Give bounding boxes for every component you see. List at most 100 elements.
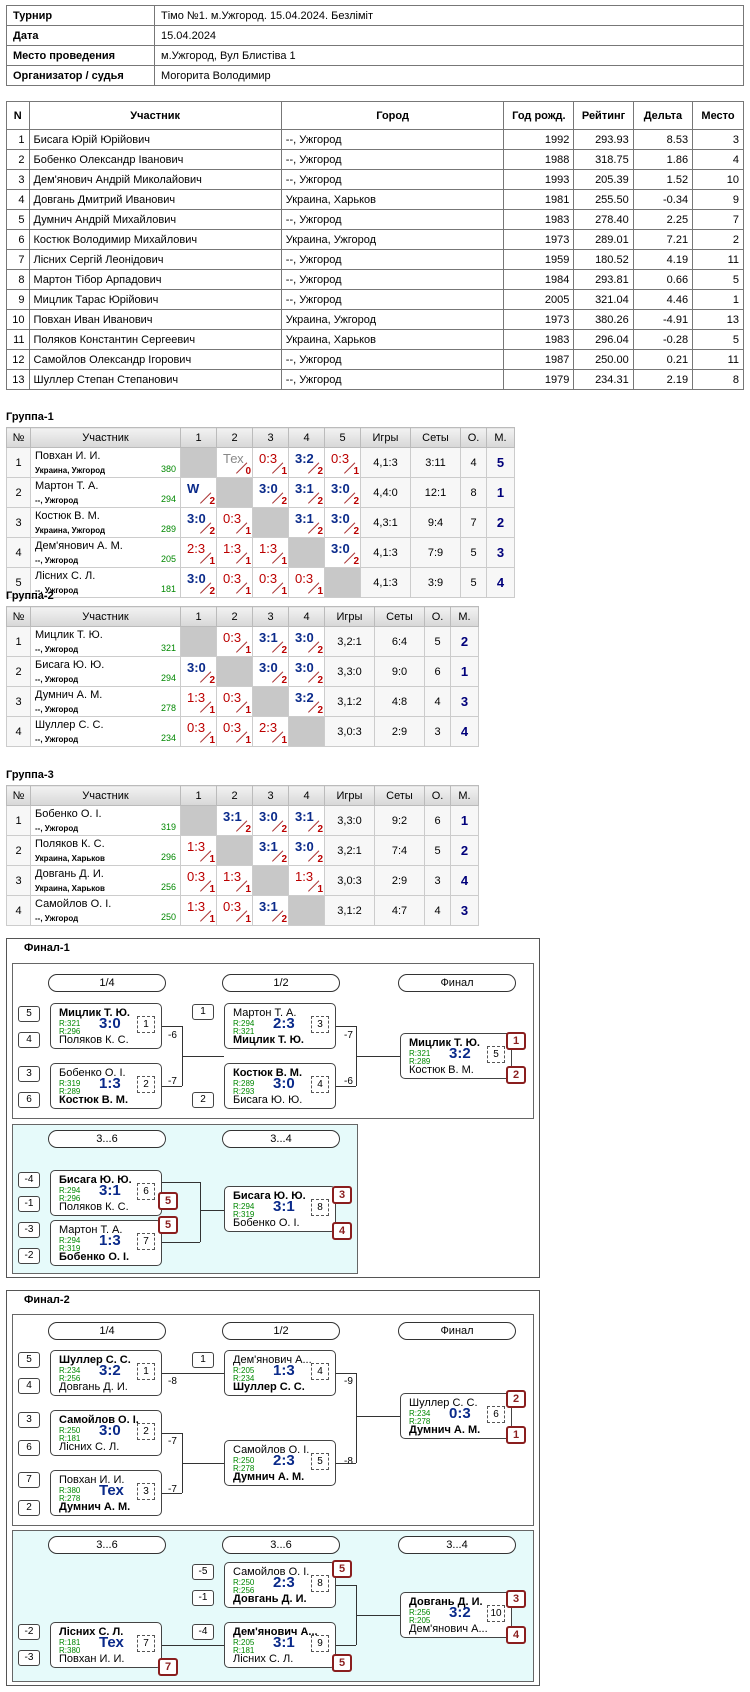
group-place: 2 [450, 626, 479, 657]
group-player-city: --, Ужгород [35, 645, 79, 654]
group-row-number: 2 [6, 835, 31, 866]
group-match-points: 2 [209, 675, 215, 686]
group-score-cell: 1:3 1 [252, 537, 289, 568]
match-rating-2: R:278 [233, 1464, 255, 1473]
group-header: 4 [288, 606, 325, 627]
group-match-points: 2 [317, 705, 323, 716]
group-points: 5 [424, 835, 451, 866]
group-sets: 3:9 [410, 567, 461, 598]
participant-cell: 1973 [503, 309, 575, 330]
group-games: 3,1:2 [324, 895, 375, 926]
group-points-slash: 1 [272, 553, 287, 567]
participant-cell: 8.53 [632, 129, 694, 150]
group-points-slash: 1 [200, 851, 215, 865]
group-player-rating: 296 [160, 852, 176, 862]
group-place: 4 [450, 865, 479, 896]
participant-cell: Украина, Ужгород [280, 229, 505, 250]
final-title: Финал-1 [24, 942, 70, 954]
group-score-cell: 3:0 2 [324, 507, 361, 538]
group-score-cell: 0:3 1 [216, 507, 253, 538]
participants-header: N [6, 101, 30, 130]
participants-header: Год рожд. [503, 101, 575, 130]
bracket-place: 5 [332, 1654, 352, 1672]
match-rating-1: R:250 [233, 1456, 255, 1465]
bracket-seed: -2 [18, 1248, 40, 1264]
group-points-slash: 2 [308, 702, 323, 716]
participant-cell: Украина, Харьков [280, 329, 505, 350]
loser-destination: -8 [168, 1376, 177, 1387]
group-score-cell: 3:0 2 [288, 835, 325, 866]
round-label: Финал [398, 1322, 516, 1340]
participants-header: Город [280, 101, 505, 130]
group-player-rating: 234 [160, 733, 176, 743]
participant-cell: -4.91 [632, 309, 694, 330]
group-match-points: 2 [317, 824, 323, 835]
round-label: 1/4 [48, 1322, 166, 1340]
group-games: 4,1:3 [360, 567, 411, 598]
group-score-cell: 3:1 2 [288, 507, 325, 538]
group-score-cell: 3:0 2 [288, 626, 325, 657]
group-header: О. [424, 606, 451, 627]
group-row-number: 1 [6, 447, 31, 478]
group-points-slash: 2 [308, 493, 323, 507]
group-player-name: Самойлов О. І. [35, 898, 112, 910]
participant-cell: 380.26 [573, 309, 634, 330]
participant-cell: 3 [692, 129, 744, 150]
bracket-line [336, 1086, 356, 1087]
group-match-points: 1 [245, 645, 251, 656]
match-player-1: Мартон Т. А. [233, 1007, 297, 1019]
match-player-2: Мицлик Т. Ю. [233, 1034, 304, 1046]
participants-header: Место [692, 101, 744, 130]
group-self-cell [252, 686, 289, 717]
match-rating-1: R:205 [233, 1638, 255, 1647]
group-score-cell: 1:3 1 [180, 895, 217, 926]
match-rating-2: R:289 [59, 1087, 81, 1096]
group-header: М. [450, 785, 479, 806]
match-player-1: Самойлов О. І. [233, 1566, 310, 1578]
group-points-slash: 1 [236, 583, 251, 597]
info-row: Дата 15.04.2024 [6, 25, 744, 46]
match-rating-2: R:234 [233, 1374, 255, 1383]
group-sets: 9:0 [374, 656, 425, 687]
group-match-points: 1 [353, 466, 359, 477]
match-box: Костюк В. М. R:289 R:293 3:0 Бисага Ю. Ю. 4 [224, 1063, 336, 1109]
match-box: Мартон Т. А. R:294 R:319 1:3 Бобенко О. І. 7 [50, 1220, 162, 1266]
group-match-points: 1 [245, 914, 251, 925]
group-games: 3,3:0 [324, 805, 375, 836]
group-points-slash: 2 [272, 672, 287, 686]
group-header: 5 [324, 427, 361, 448]
final-title: Финал-2 [24, 1294, 70, 1306]
group-score-cell: 0:3 1 [216, 686, 253, 717]
group-score-cell: 1:3 1 [180, 835, 217, 866]
bracket-seed: -4 [192, 1624, 214, 1640]
bracket-seed: -3 [18, 1222, 40, 1238]
group-player-name: Костюк В. М. [35, 510, 100, 522]
participant-row: 6 Костюк Володимир Михайлович Украина, Ужг… [6, 229, 744, 250]
group-points-slash: 2 [272, 493, 287, 507]
participant-row: 10 Повхан Иван Иванович Украина, Ужгород 19… [6, 309, 744, 330]
participant-cell: 1983 [503, 209, 575, 230]
group-header: М. [486, 427, 515, 448]
group-row: 2 Бисага Ю. Ю. --, Ужгород 294 3:0 2 3:0 2 3:0 2 3… [6, 656, 479, 687]
group-score-cell: Тех 0 [216, 447, 253, 478]
participants-table: N Участник Город Год рожд. Рейтинг Дельта Мест… [6, 101, 744, 390]
match-number: 3 [311, 1016, 329, 1033]
participant-row: 12 Самойлов Олександр Ігорович --, Ужгород… [6, 349, 744, 370]
match-box: Шуллер С. С. R:234 R:256 3:2 Довгань Д. И. 1 [50, 1350, 162, 1396]
group-self-cell [180, 626, 217, 657]
group-place: 4 [486, 567, 515, 598]
match-score: 1:3 [273, 1362, 295, 1379]
participant-cell: 9 [6, 289, 30, 310]
group-player-name: Лісних С. Л. [35, 570, 96, 582]
group-place: 3 [450, 686, 479, 717]
bracket-line [200, 1210, 224, 1211]
group-match-points: 1 [281, 735, 287, 746]
group-header: 1 [180, 606, 217, 627]
group-player-city: --, Ужгород [35, 914, 79, 923]
match-player-2: Повхан И. И. [59, 1653, 125, 1665]
round-label: 3...6 [222, 1536, 340, 1554]
match-player-2: Лісних С. Л. [233, 1653, 294, 1665]
participants-header: Дельта [632, 101, 694, 130]
group-games: 3,0:3 [324, 716, 375, 747]
match-score: 1:3 [99, 1232, 121, 1249]
